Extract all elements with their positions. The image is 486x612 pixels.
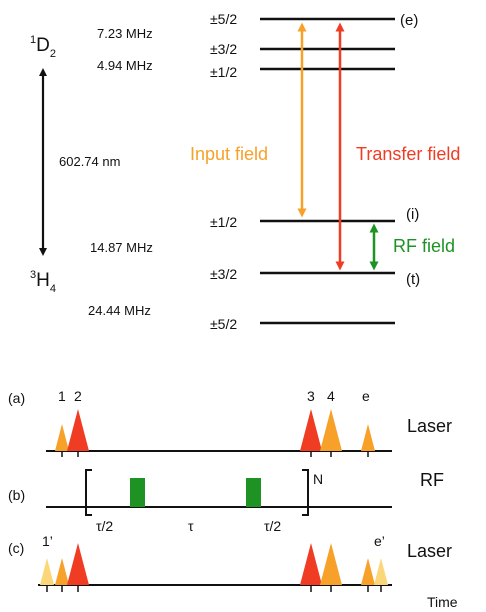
time-axis-label: Time [427, 594, 458, 610]
lower-state-label: 3H4 [30, 269, 56, 295]
pulse-3 [300, 543, 322, 585]
rf-field-label: RF field [393, 236, 455, 256]
row-tag: (c) [8, 540, 24, 556]
upper-splitting-1: 7.23 MHz [97, 26, 153, 41]
lower-sublevel-label: ±3/2 [210, 266, 237, 282]
repeat-count-label: N [313, 471, 323, 487]
upper-sublevel-label: ±5/2 [210, 11, 237, 27]
upper-state-label: 1D2 [30, 34, 56, 60]
lower-splitting-2: 24.44 MHz [88, 303, 151, 318]
lower-sublevel-label: ±5/2 [210, 316, 237, 332]
sequence-row-c: (c) Laser 1’ e’ Time [8, 533, 458, 610]
row-tag: (a) [8, 390, 25, 406]
state-label-i: (i) [406, 206, 419, 223]
energy-level-diagram: 1D2 3H4 602.74 nm 7.23 MHz 4.94 MHz 14.8… [30, 11, 460, 332]
sequence-row-b: (b) RF N τ/2 τ τ/2 [8, 469, 444, 534]
pulse-4 [320, 409, 342, 451]
repeat-bracket-left [85, 469, 92, 516]
input-field-label: Input field [190, 144, 268, 164]
echo-pulse-prime [374, 558, 388, 585]
rf-pulse [130, 478, 145, 507]
pulse-3 [300, 409, 322, 451]
pulse-number: 1 [58, 388, 66, 404]
pulse-sequence-diagram: (a) Laser 1 2 3 4 e (b) RF [8, 388, 458, 610]
pulse-2 [67, 543, 89, 585]
upper-sublevel-label: ±1/2 [210, 64, 237, 80]
repeat-bracket-right [302, 469, 309, 516]
wavelength-label: 602.74 nm [59, 154, 120, 169]
pulse-4 [320, 543, 342, 585]
upper-splitting-2: 4.94 MHz [97, 58, 153, 73]
timing-label: τ/2 [96, 518, 113, 534]
timing-label: τ/2 [264, 518, 281, 534]
row-tag: (b) [8, 487, 25, 503]
pulse-label: 1’ [42, 533, 53, 549]
echo-pulse [361, 424, 375, 451]
pulse-number: 2 [74, 388, 82, 404]
pulse-number: e [362, 388, 370, 404]
pulse-label: e’ [374, 533, 385, 549]
state-label-e: (e) [400, 12, 418, 29]
upper-sublevel-label: ±3/2 [210, 41, 237, 57]
sequence-row-a: (a) Laser 1 2 3 4 e [8, 388, 452, 457]
row-label: Laser [407, 416, 452, 436]
timing-label: τ [188, 518, 194, 534]
transfer-field-label: Transfer field [356, 144, 460, 164]
state-label-t: (t) [406, 271, 420, 288]
pulse-number: 3 [307, 388, 315, 404]
pulse-number: 4 [327, 388, 335, 404]
rf-pulse [246, 478, 261, 507]
row-label: Laser [407, 541, 452, 561]
pulse-1-prime [40, 558, 54, 585]
row-label: RF [420, 470, 444, 490]
pulse-1 [55, 424, 69, 451]
pulse-2 [67, 409, 89, 451]
echo-pulse [361, 558, 375, 585]
pulse-1 [55, 558, 69, 585]
lower-sublevel-label: ±1/2 [210, 214, 237, 230]
lower-splitting-1: 14.87 MHz [90, 240, 153, 255]
